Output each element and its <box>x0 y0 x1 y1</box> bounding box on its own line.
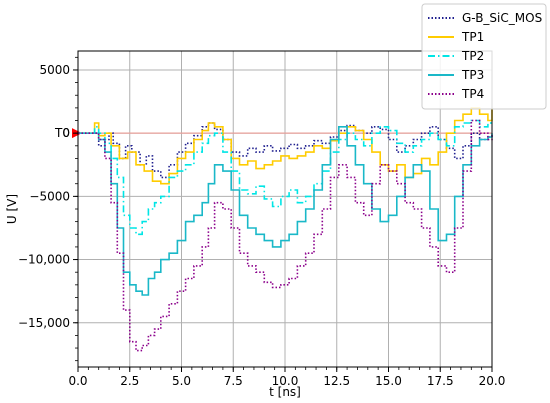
legend-label-0: G-B_SiC_MOS <box>462 11 542 25</box>
x-tick-label: 12.5 <box>323 374 350 388</box>
x-tick-label: 5.0 <box>172 374 191 388</box>
x-tick-label: 0.0 <box>68 374 87 388</box>
legend-label-3: TP3 <box>461 68 484 82</box>
y-tick-label: −5000 <box>29 189 70 203</box>
series-line-2 <box>78 119 493 236</box>
y-axis-label: U [V] <box>5 194 19 224</box>
legend-label-1: TP1 <box>461 30 484 44</box>
x-tick-label: 17.5 <box>427 374 454 388</box>
x-tick-label: 15.0 <box>375 374 402 388</box>
y-tick-label: −10,000 <box>18 253 70 267</box>
series-line-3 <box>78 126 493 296</box>
x-axis-label: t [ns] <box>269 385 301 399</box>
legend-box <box>421 3 547 110</box>
x-tick-label: 20.0 <box>479 374 506 388</box>
reference-line-group: T0 <box>54 126 492 140</box>
series-lines <box>78 107 493 352</box>
legend-label-2: TP2 <box>461 49 484 63</box>
axis-ticks: 0.0 2.5 5.0 7.5 10.0 12.5 15.0 17.5 20.0 5000 0 −50… <box>18 56 506 388</box>
y-tick-label: 5000 <box>39 63 70 77</box>
x-tick-label: 7.5 <box>224 374 243 388</box>
y-tick-label: −15,000 <box>18 316 70 330</box>
legend-label-4: TP4 <box>461 87 484 101</box>
y-tick-label: 0 <box>62 126 70 140</box>
reference-label: T0 <box>54 126 70 140</box>
x-tick-label: 2.5 <box>120 374 139 388</box>
x-tick-label: 10.0 <box>272 374 299 388</box>
legend: G-B_SiC_MOS TP1 TP2 TP3 TP4 <box>421 3 547 110</box>
series-line-1 <box>78 107 493 185</box>
